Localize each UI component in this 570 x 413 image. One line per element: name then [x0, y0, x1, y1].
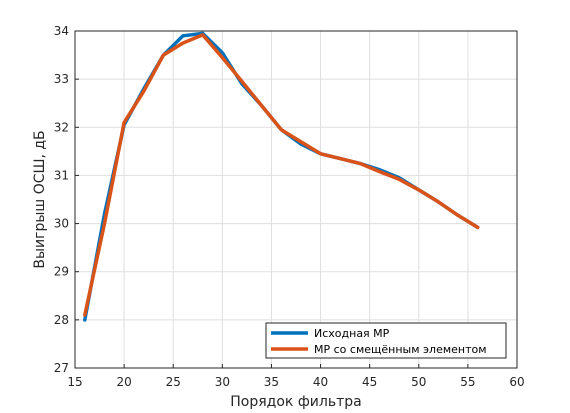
y-tick-label: 32: [54, 120, 69, 134]
x-tick-label: 60: [509, 375, 524, 389]
x-tick-label: 35: [264, 375, 279, 389]
y-tick-label: 28: [54, 313, 69, 327]
y-tick-label: 34: [54, 24, 69, 38]
x-tick-label: 30: [215, 375, 230, 389]
plot-background: [75, 31, 517, 368]
y-tick-label: 30: [54, 217, 69, 231]
x-tick-label: 20: [116, 375, 131, 389]
x-tick-label: 50: [411, 375, 426, 389]
ticks: 15 20 25 30 35 40 45 50 55 60 27 28 29 30 31 32 33 34: [54, 24, 525, 389]
x-tick-label: 45: [362, 375, 377, 389]
x-axis-label: Порядок фильтра: [230, 394, 361, 410]
y-tick-label: 31: [54, 168, 69, 182]
x-tick-label: 15: [67, 375, 82, 389]
x-tick-label: 55: [460, 375, 475, 389]
legend-box: [265, 322, 507, 359]
y-tick-label: 33: [54, 72, 69, 86]
y-tick-label: 27: [54, 361, 69, 375]
plot-frame: [74, 30, 518, 369]
legend-label-2: МР со смещённым элементом: [314, 343, 487, 356]
legend-label-1: Исходная МР: [314, 327, 390, 340]
series-layer: [83, 31, 480, 322]
x-tick-label: 25: [166, 375, 181, 389]
legend: Исходная МР МР со смещённым элементом: [265, 322, 507, 359]
y-tick-label: 29: [54, 265, 69, 279]
y-axis-label: Выигрыш ОСШ, дБ: [32, 130, 48, 268]
series-line-2: [83, 33, 480, 317]
x-tick-label: 40: [313, 375, 328, 389]
